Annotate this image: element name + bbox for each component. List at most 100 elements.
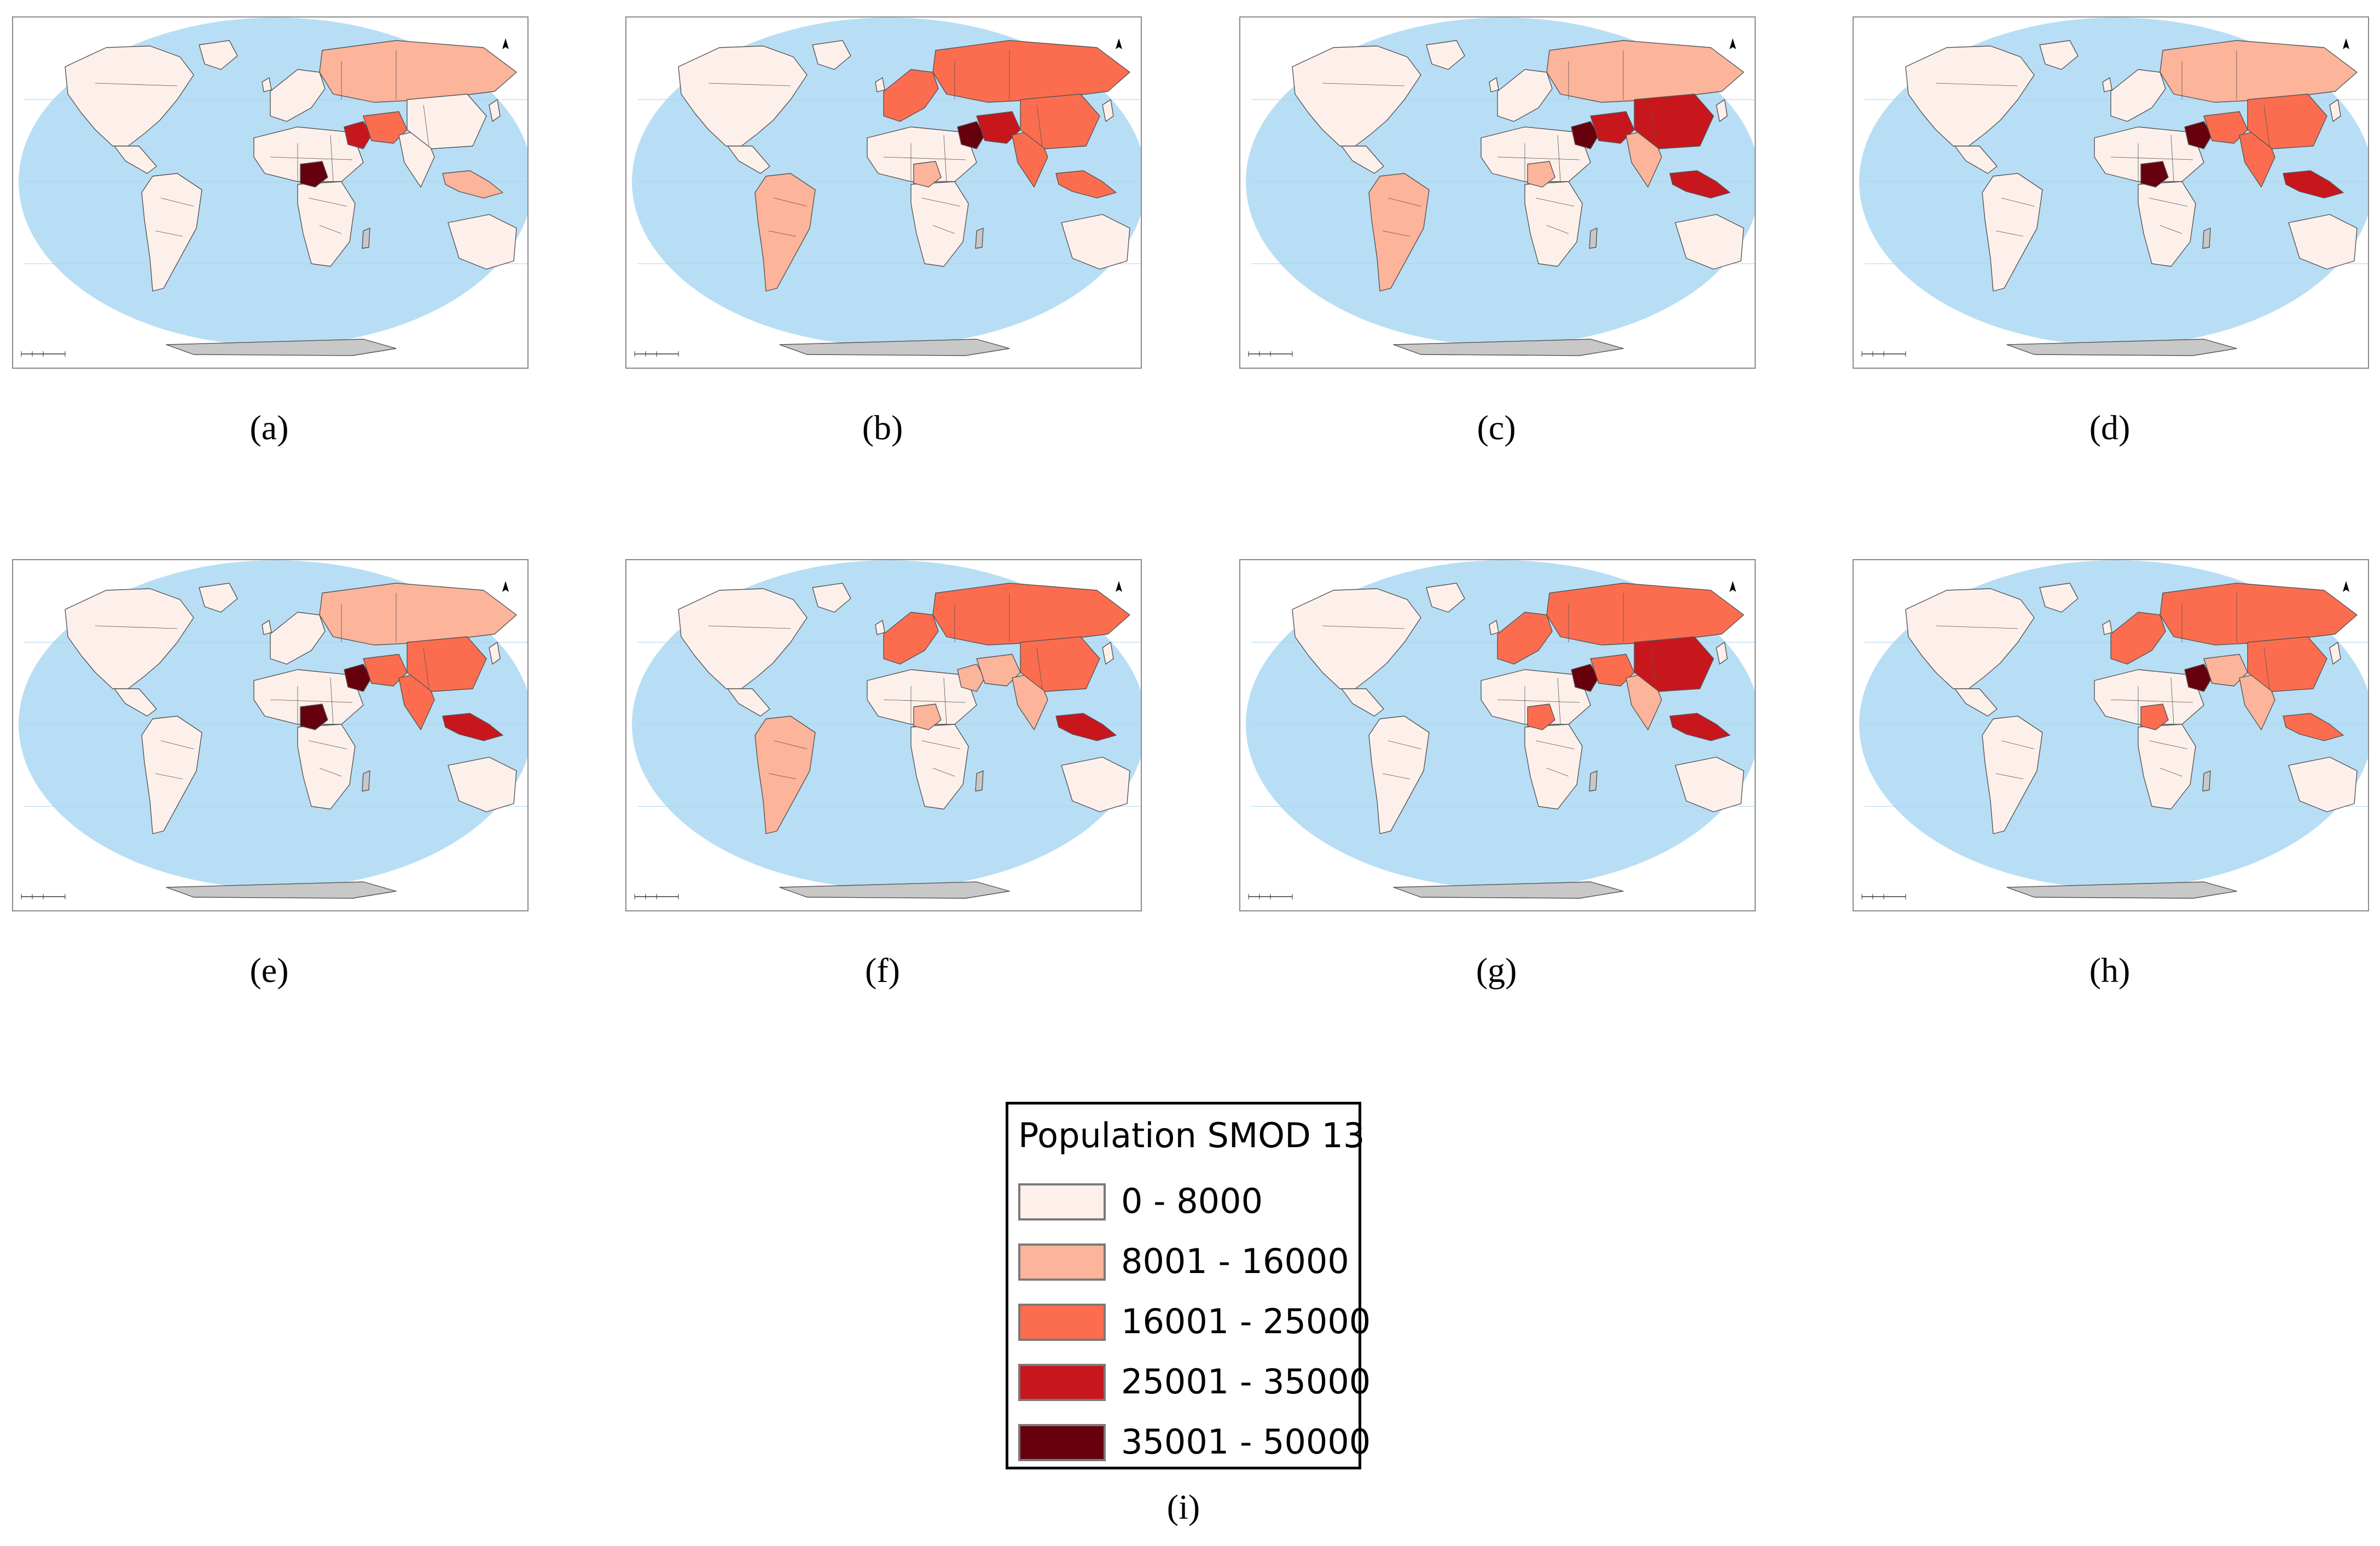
region-antarctica	[1393, 881, 1624, 899]
legend-label: 0 - 8000	[1121, 1181, 1263, 1221]
region-greenland	[812, 583, 851, 613]
region-mideast	[344, 664, 372, 692]
country-border	[160, 197, 194, 207]
region-europe	[1497, 612, 1553, 665]
legend-label: 25001 - 35000	[1121, 1362, 1371, 1402]
legend-item: 0 - 8000	[1018, 1181, 1357, 1225]
region-madagascar	[2202, 228, 2211, 249]
region-uk	[875, 620, 885, 635]
country-border	[2001, 740, 2035, 749]
region-na	[1292, 45, 1421, 147]
region-sea	[2283, 170, 2344, 199]
region-safr	[297, 181, 356, 267]
country-border	[270, 156, 353, 160]
country-border	[943, 135, 947, 182]
region-greenland	[199, 583, 238, 613]
region-nigeria	[2140, 161, 2169, 188]
region-safr	[2138, 724, 2196, 810]
caption-a-text: (a)	[249, 408, 289, 447]
region-australia	[448, 214, 517, 270]
region-safr	[297, 724, 356, 810]
region-na	[678, 588, 808, 689]
region-japan	[1102, 642, 1114, 665]
region-australia	[1675, 214, 1744, 270]
region-madagascar	[975, 228, 984, 249]
region-europe	[2110, 69, 2166, 122]
region-china	[1020, 636, 1100, 692]
north-arrow-icon	[1116, 38, 1122, 49]
north-arrow-icon	[1729, 581, 1736, 592]
region-mideast	[1571, 121, 1599, 149]
caption-b-text: (b)	[862, 408, 903, 447]
region-madagascar	[2202, 770, 2211, 792]
map-d	[1859, 18, 2368, 357]
region-ca	[1341, 688, 1384, 717]
map-g	[1246, 560, 1755, 899]
region-ca	[1954, 146, 1998, 174]
region-japan	[2329, 642, 2341, 665]
region-mideast	[2184, 121, 2213, 149]
caption-a: (a)	[214, 408, 324, 448]
north-arrow-icon	[2343, 38, 2349, 49]
region-uk	[2102, 77, 2112, 92]
country-border	[2160, 225, 2182, 234]
map-panel-b	[625, 16, 1142, 369]
map-h	[1859, 560, 2368, 899]
country-border	[883, 699, 966, 703]
region-australia	[448, 757, 517, 812]
region-europe	[270, 612, 326, 665]
region-greenland	[812, 40, 851, 70]
country-border	[308, 740, 347, 749]
legend-swatch-4	[1018, 1424, 1106, 1461]
caption-g: (g)	[1442, 950, 1551, 991]
region-china	[407, 94, 487, 149]
region-sa	[1982, 173, 2043, 292]
region-madagascar	[362, 770, 370, 792]
region-japan	[489, 99, 501, 122]
region-australia	[1675, 757, 1744, 812]
country-border	[155, 230, 183, 237]
country-border	[423, 104, 429, 147]
country-border	[921, 740, 961, 749]
region-na	[678, 45, 808, 147]
region-sa	[754, 716, 816, 834]
region-sea	[1055, 170, 1117, 199]
region-sea	[442, 713, 503, 741]
legend-swatch-2	[1018, 1304, 1106, 1341]
region-na	[1292, 588, 1421, 689]
region-sa	[754, 173, 816, 292]
country-border	[1650, 104, 1657, 147]
country-border	[155, 773, 183, 780]
region-antarctica	[2006, 339, 2237, 356]
region-japan	[1102, 99, 1114, 122]
region-na	[65, 588, 194, 689]
region-sa	[141, 173, 202, 292]
caption-i: (i)	[1129, 1487, 1238, 1527]
region-ca	[1954, 688, 1998, 717]
region-greenland	[2039, 583, 2079, 613]
region-japan	[1716, 642, 1728, 665]
caption-e-text: (e)	[249, 951, 289, 990]
north-arrow-icon	[1116, 581, 1122, 592]
region-sea	[1669, 713, 1731, 741]
legend-label: 35001 - 50000	[1121, 1422, 1371, 1462]
country-border	[1388, 740, 1421, 749]
region-madagascar	[1589, 770, 1598, 792]
region-madagascar	[975, 770, 984, 792]
country-border	[1322, 625, 1405, 629]
region-europe	[883, 612, 939, 665]
caption-d-text: (d)	[2089, 408, 2131, 447]
country-border	[319, 768, 342, 777]
region-australia	[1061, 214, 1130, 270]
region-australia	[2288, 757, 2358, 812]
map-panel-d	[1853, 16, 2369, 369]
region-antarctica	[166, 339, 397, 356]
country-border	[1557, 677, 1561, 725]
country-border	[1650, 647, 1657, 689]
region-mideast	[344, 121, 372, 149]
region-uk	[1489, 77, 1499, 92]
region-sa	[141, 716, 202, 834]
region-australia	[1061, 757, 1130, 812]
region-nigeria	[913, 704, 942, 730]
country-border	[270, 699, 353, 703]
